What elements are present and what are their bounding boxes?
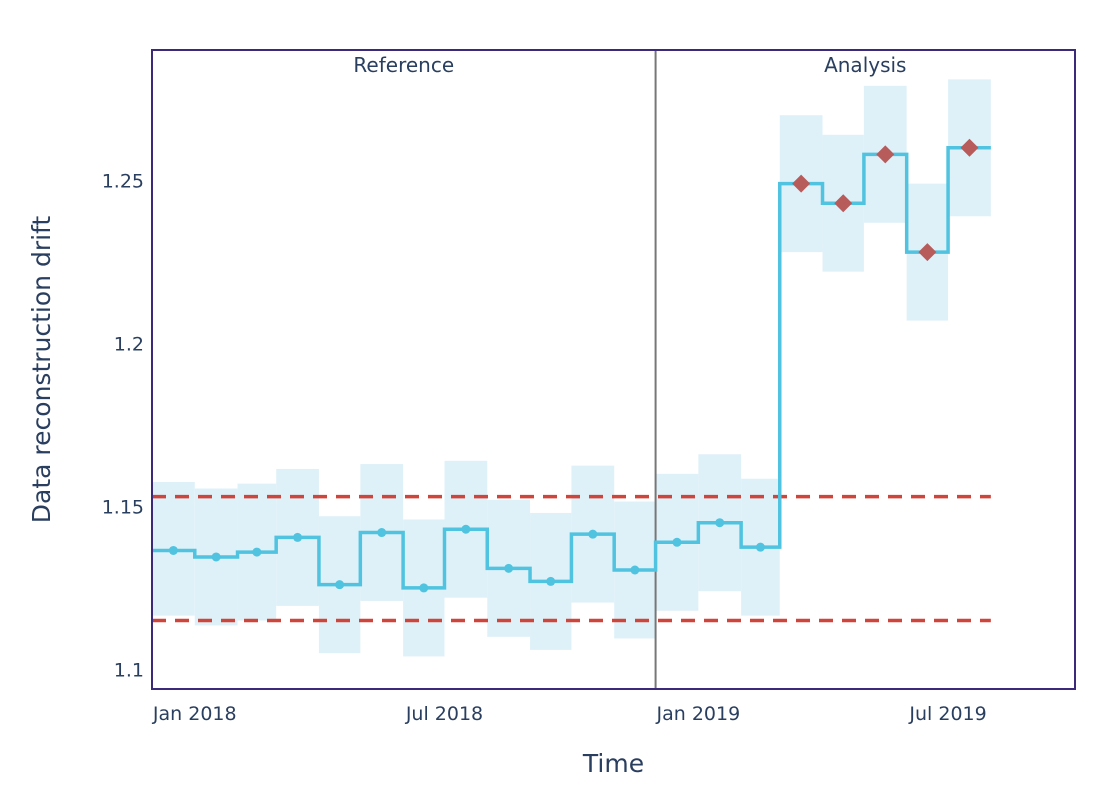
data-point-6[interactable] (377, 528, 387, 538)
data-point-14[interactable] (715, 518, 725, 528)
x-axis-ticks: Jan 2018 Jul 2018 Jan 2019 Jul 2019 (152, 703, 987, 725)
data-point-7[interactable] (419, 583, 429, 593)
alert-marker-16[interactable] (792, 174, 811, 193)
plot-frame (151, 49, 1076, 690)
x-axis-title: Time (582, 749, 644, 778)
data-point-9[interactable] (504, 563, 514, 573)
x-tick-label: Jul 2018 (405, 703, 483, 725)
data-point-10[interactable] (546, 576, 556, 586)
period-label-analysis: Analysis (824, 53, 906, 77)
y-axis-title: Data reconstruction drift (27, 216, 56, 524)
y-tick-label: 1.25 (102, 170, 144, 192)
x-tick-label: Jul 2019 (908, 703, 986, 725)
data-markers[interactable] (168, 138, 979, 593)
data-point-13[interactable] (672, 537, 682, 547)
x-tick-label: Jan 2019 (656, 703, 741, 725)
y-tick-label: 1.15 (102, 496, 144, 518)
period-label-reference: Reference (353, 53, 454, 77)
data-point-3[interactable] (252, 547, 262, 557)
data-point-5[interactable] (335, 580, 345, 590)
alert-marker-18[interactable] (876, 145, 895, 164)
threshold-lines (152, 494, 991, 623)
y-tick-label: 1.2 (114, 333, 144, 355)
data-point-15[interactable] (755, 542, 765, 552)
data-point-11[interactable] (588, 529, 598, 539)
alert-marker-17[interactable] (834, 194, 853, 213)
data-point-4[interactable] (293, 532, 303, 542)
alert-marker-19[interactable] (918, 243, 937, 262)
data-point-2[interactable] (211, 552, 221, 562)
y-axis-ticks: 1.1 1.15 1.2 1.25 (102, 170, 144, 681)
data-point-12[interactable] (630, 565, 640, 575)
data-point-1[interactable] (168, 545, 178, 555)
x-tick-label: Jan 2018 (152, 703, 237, 725)
y-tick-label: 1.1 (114, 659, 144, 681)
data-point-8[interactable] (461, 524, 471, 534)
alert-marker-20[interactable] (960, 138, 979, 157)
